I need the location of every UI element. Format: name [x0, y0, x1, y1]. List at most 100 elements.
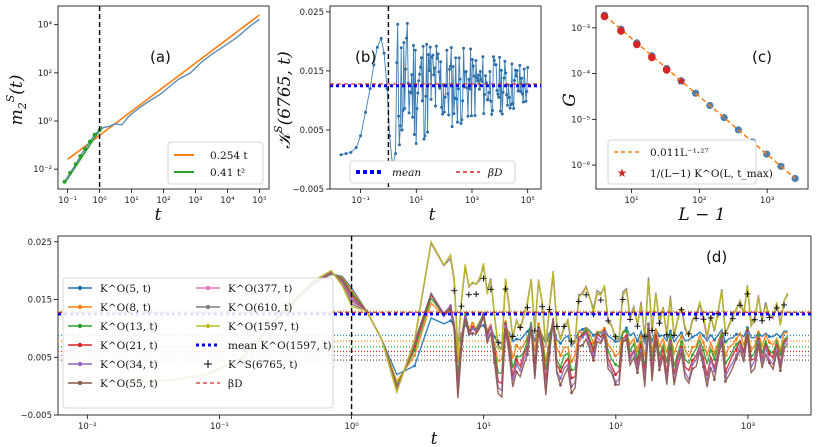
x-tick-label: 10²: [609, 422, 623, 432]
legend-series-marker: [77, 342, 83, 348]
ko-series-point: [768, 352, 771, 356]
ks-point: [462, 46, 466, 50]
star-point: ●: [632, 39, 641, 50]
panel-b-ylabel: 𝒦S(6765, t): [272, 51, 295, 149]
ko-series-point: [603, 330, 606, 334]
x-tick-label: 10²: [156, 196, 170, 206]
ko-series-point: [757, 333, 760, 337]
ko-series-point: [581, 328, 584, 331]
ks-point: [400, 128, 404, 132]
legend-powerfit: 0.011L⁻¹·²⁷: [650, 147, 709, 159]
x-tick-label: 10⁻¹: [210, 422, 229, 432]
ko-series-point: [691, 353, 694, 357]
y-tick-label: 0.005: [300, 126, 324, 136]
y-tick-label: 0.025: [28, 238, 52, 248]
ks-point: [349, 150, 353, 154]
legend-series-label: K^O(55, t): [100, 378, 158, 390]
x-tick-label: 10³: [760, 196, 774, 206]
ks-cross: [685, 330, 692, 337]
ko-series-point: [625, 334, 628, 338]
ko-series-point: [449, 304, 452, 308]
ko-series-point: [746, 334, 749, 338]
ko-series-point: [592, 359, 595, 362]
ks-cross: [553, 323, 560, 330]
x-tick-label: 10⁻¹: [351, 196, 370, 206]
m2s-point: [83, 146, 88, 151]
ko-series-point: [625, 326, 628, 330]
ks-point: [428, 45, 432, 49]
ks-cross: [656, 320, 663, 327]
ks-point: [395, 61, 399, 65]
y-tick-label: −0.005: [293, 185, 324, 195]
ks-point: [468, 87, 472, 91]
ko-series-point: [757, 330, 760, 334]
ks-point: [435, 56, 439, 60]
ks-point: [474, 59, 478, 63]
panel-a-ticks: 10⁻¹ 10⁰ 10¹ 10² 10³ 10⁴ 10⁵ 10⁻² 10⁰ 10² 10⁴: [33, 21, 266, 206]
ks-point: [419, 56, 423, 60]
ks-point: [511, 102, 515, 106]
ko-series-point: [669, 346, 672, 350]
panel-d-frame: [57, 235, 812, 416]
ks-point: [522, 67, 526, 71]
panel-c-frame: [595, 5, 809, 190]
ko-series-point: [603, 334, 606, 337]
ks-point: [505, 93, 509, 97]
ks-point: [445, 48, 449, 52]
ks-point: [421, 44, 425, 48]
ks-point: [429, 97, 433, 101]
ks-point: [394, 152, 398, 156]
ks-point: [508, 106, 512, 110]
ks-point: [359, 134, 363, 138]
ks-point: [473, 113, 477, 117]
ko-series-point: [680, 331, 683, 335]
ko-series-point: [702, 365, 705, 369]
ks-line: [340, 23, 529, 166]
legend-series-marker: [77, 323, 83, 329]
star-point: ●: [662, 64, 671, 75]
ks-point: [398, 124, 402, 128]
ks-point: [375, 45, 379, 49]
legend-betad: βD: [487, 167, 503, 179]
y-tick-label: 10⁻²: [33, 165, 52, 175]
ks-point: [432, 73, 436, 77]
ks-cross: [781, 301, 788, 308]
legend-series-marker: [77, 361, 83, 367]
ko-series-point: [515, 362, 518, 366]
panel-b-xlabel: t: [429, 205, 436, 225]
ko-series-point: [680, 345, 683, 349]
ks-point: [496, 92, 500, 96]
ko-series-point: [515, 370, 518, 374]
ks-cross: [575, 298, 582, 305]
ks-cross: [524, 304, 531, 311]
ks-point: [452, 112, 456, 116]
ks-point: [477, 73, 481, 77]
ko-series-point: [702, 334, 705, 337]
ks-cross: [663, 331, 670, 338]
m2s-point: [78, 154, 83, 159]
ko-series-point: [746, 329, 749, 333]
ks-point: [525, 90, 529, 94]
ks-point: [426, 53, 430, 57]
ks-cross: [671, 332, 678, 339]
ks-point: [475, 76, 479, 80]
ks-point: [417, 79, 421, 83]
ko-series-point: [526, 330, 529, 333]
y-tick-label: 10⁴: [38, 21, 53, 31]
ks-point: [431, 53, 435, 57]
ks-point: [464, 70, 468, 74]
ks-cross: [766, 314, 773, 321]
ks-point: [476, 79, 480, 83]
panel-b-frame: [329, 5, 542, 190]
ks-point: [513, 79, 517, 83]
ko-series-point: [460, 348, 463, 351]
ko-series-point: [779, 369, 782, 372]
ks-point: [504, 71, 508, 75]
panel-c-ylabel: G: [560, 93, 580, 107]
ks-point: [436, 52, 440, 56]
ks-cross: [517, 324, 524, 331]
ks-cross: [583, 291, 590, 298]
star-point: ★: [676, 74, 687, 88]
ks-cross: [502, 286, 509, 293]
legend-cross-label: K^S(6765, t): [228, 359, 298, 371]
